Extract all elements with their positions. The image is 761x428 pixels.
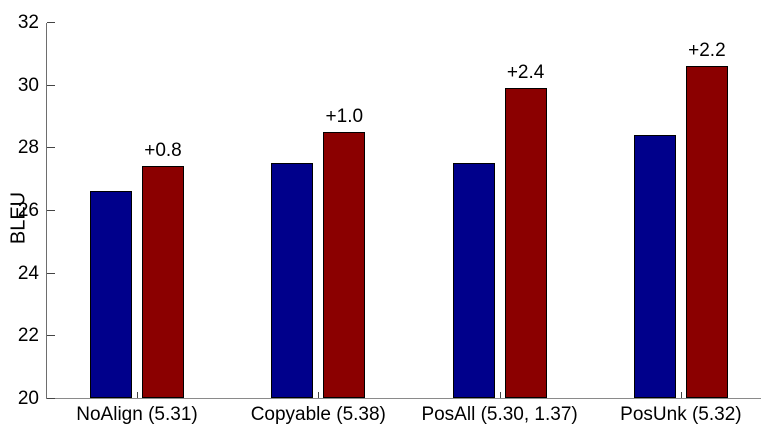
y-tick [47,272,55,274]
y-tick [47,335,55,337]
x-tick [499,392,501,398]
x-category-label: NoAlign (5.31) [76,404,198,425]
bar-annotation-3: +2.4 [506,61,545,83]
plot-area: 20 22 24 26 28 30 32 NoAlign (5.31) +0.8 Copyable… [18,13,761,425]
bar-annotation-4: +2.2 [688,39,726,61]
y-tick [47,210,55,211]
x-tick [680,392,682,398]
y-tick-label: 20 [17,388,39,409]
y-tick-label: 26 [17,200,39,221]
y-tick [47,84,55,86]
y-tick [47,22,55,23]
y-tick-label: 28 [17,137,39,159]
y-tick-label: 24 [17,262,39,284]
bar-blue-1 [90,191,132,398]
bar-annotation-2: +1.0 [325,105,364,127]
bar-dark-red-1 [142,166,184,398]
y-tick-label: 22 [17,325,39,347]
y-tick [47,147,55,149]
bar-dark-red-4 [685,65,728,398]
bar-blue-2 [271,163,314,398]
x-category-label: Copyable (5.38) [250,404,386,425]
x-tick [137,392,138,398]
y-tick-label: 32 [17,12,39,33]
bar-dark-red-3 [504,87,547,398]
x-category-label: PosAll (5.30, 1.37) [421,404,578,425]
x-category-label: PosUnk (5.32) [620,404,742,425]
bar-blue-3 [452,163,495,398]
bar-annotation-1: +0.8 [144,140,182,162]
y-tick-label: 30 [17,74,39,96]
x-tick [318,392,320,398]
y-tick [47,398,55,399]
bar-blue-4 [633,134,676,398]
bar-dark-red-2 [323,131,366,398]
